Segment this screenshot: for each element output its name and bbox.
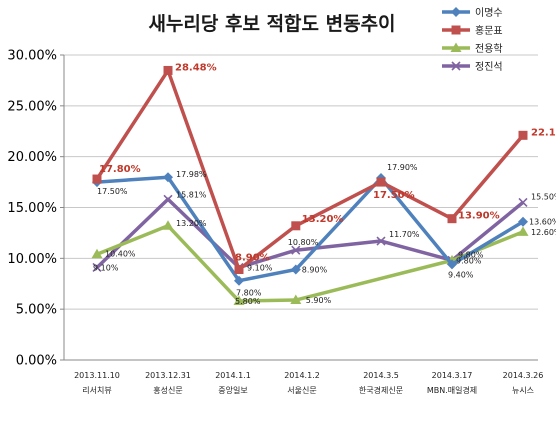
point-marker <box>447 259 457 270</box>
point-marker <box>518 197 528 207</box>
point-marker <box>163 194 173 204</box>
data-label: 9.10% <box>93 263 119 272</box>
data-label: 13.20% <box>176 219 207 228</box>
y-tick-label: 15.00% <box>7 201 57 216</box>
data-label: 22.10% <box>531 127 556 138</box>
point-marker <box>517 226 529 236</box>
point-marker <box>451 25 461 35</box>
data-label: 9.10% <box>247 263 273 272</box>
point-marker <box>91 248 103 259</box>
data-label: 10.40% <box>105 249 136 258</box>
data-label: 11.70% <box>389 230 420 239</box>
point-marker <box>376 236 386 246</box>
point-marker <box>163 172 173 183</box>
data-label: 17.50% <box>97 187 128 196</box>
x-tick-label: 뉴시스 <box>512 386 534 395</box>
point-marker <box>291 245 301 255</box>
data-label: 13.60% <box>529 218 556 227</box>
point-marker <box>447 214 457 224</box>
x-tick-label: 2013.11.10 <box>74 371 120 380</box>
x-tick-label: 2014.3.26 <box>503 371 544 380</box>
x-tick-label: 홍성신문 <box>153 385 182 395</box>
point-marker <box>291 221 301 231</box>
data-label: 9.40% <box>448 270 474 279</box>
data-label: 17.50% <box>373 190 415 201</box>
data-label: 5.80% <box>235 297 261 306</box>
data-label: 15.81% <box>176 190 207 199</box>
x-tick-label: 2014.3.5 <box>363 371 399 380</box>
data-label: 17.98% <box>176 170 207 179</box>
point-marker <box>233 295 245 306</box>
point-marker <box>234 265 244 275</box>
legend-entry: 전용학 <box>475 43 503 55</box>
data-label: 10.80% <box>288 238 319 247</box>
data-label: 13.90% <box>458 211 500 222</box>
data-label: 12.60% <box>531 228 556 237</box>
y-axis: 0.00% 5.00% 10.00% 15.00% 20.00% 25.00% 30.00% <box>7 49 65 369</box>
legend-entry: 이명수 <box>475 7 503 19</box>
data-label: 17.90% <box>387 163 418 172</box>
point-marker <box>162 220 174 230</box>
point-marker <box>234 275 244 286</box>
point-marker <box>92 174 102 184</box>
x-tick-label: 2014.3.17 <box>432 371 473 380</box>
x-tick-label: 2013.12.31 <box>145 371 191 380</box>
point-marker <box>92 262 102 273</box>
point-marker <box>450 42 462 52</box>
point-marker <box>451 61 461 71</box>
x-tick-label: 중앙일보 <box>218 385 247 395</box>
point-marker <box>376 177 386 187</box>
x-axis: 2013.11.10 리서치뷰 2013.12.31 홍성신문 2014.1.1 중앙일보… <box>64 359 544 395</box>
x-tick-label: 2014.1.1 <box>215 371 251 380</box>
data-label: 17.80% <box>99 164 141 175</box>
data-labels: 9.10% 15.81% 9.10% 10.80% 11.70% 9.80% 15.50% 1… <box>93 62 556 306</box>
chart-series <box>91 65 529 306</box>
series-1 <box>92 65 528 275</box>
data-label: 8.90% <box>235 253 270 264</box>
y-tick-label: 0.00% <box>16 354 57 369</box>
point-marker <box>290 294 302 305</box>
data-label: 15.50% <box>531 192 556 201</box>
x-tick-label: 한국경제신문 <box>359 385 403 395</box>
data-label: 9.80% <box>456 256 482 265</box>
y-tick-label: 30.00% <box>7 49 57 64</box>
x-tick-label: 2014.1.2 <box>284 371 320 380</box>
data-label: 9.80% <box>458 250 484 259</box>
y-tick-label: 5.00% <box>16 303 57 318</box>
point-marker <box>163 65 173 75</box>
data-label: 28.48% <box>175 62 217 73</box>
data-label: 13.20% <box>302 214 344 225</box>
x-tick-label: MBN.매일경제 <box>427 385 477 395</box>
legend-entry: 홍문표 <box>475 24 503 37</box>
x-tick-label: 리서치뷰 <box>82 386 111 395</box>
chart-title: 새누리당 후보 적합도 변동추이 <box>148 13 395 35</box>
legend-entry: 정진석 <box>475 61 503 73</box>
data-label: 7.80% <box>236 289 262 298</box>
y-tick-label: 25.00% <box>7 99 57 114</box>
point-marker <box>451 7 461 17</box>
x-tick-label: 서울신문 <box>287 386 316 395</box>
data-label: 8.90% <box>302 266 328 275</box>
point-marker <box>518 130 528 140</box>
data-label: 5.90% <box>306 296 332 305</box>
point-marker <box>518 216 528 227</box>
chart-grid <box>64 54 538 361</box>
y-tick-label: 10.00% <box>7 252 57 267</box>
point-marker <box>290 264 301 275</box>
y-tick-label: 20.00% <box>7 150 57 165</box>
